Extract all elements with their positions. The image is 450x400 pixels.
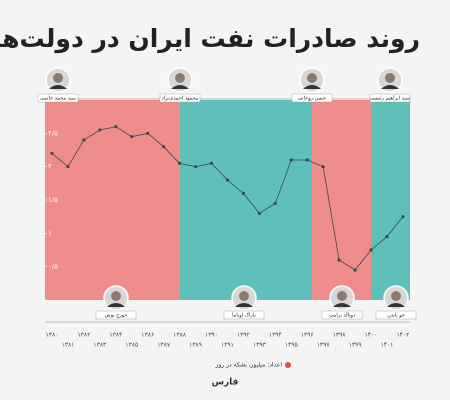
portrait-head: [337, 291, 347, 301]
person-name: سید ابراهیم رئیسی: [370, 96, 410, 102]
x-tick-label: ۱۳۹۱: [221, 342, 234, 349]
source-logo: فارس: [212, 378, 239, 388]
name-tag: [223, 310, 265, 320]
data-point: [130, 135, 134, 139]
data-point: [241, 191, 245, 195]
data-point: [401, 215, 405, 219]
portrait-head: [385, 73, 395, 83]
x-tick-label: ۱۳۹۸: [333, 332, 347, 339]
portrait-body: [303, 85, 321, 89]
portrait-body: [171, 85, 189, 89]
x-tick-label: ۱۳۹۳: [253, 342, 267, 349]
data-point: [193, 165, 198, 169]
x-tick-label: ۱۳۸۴: [109, 332, 122, 339]
person-name: جورج بوش: [105, 313, 128, 319]
data-point: [162, 145, 166, 149]
legend-icon: [285, 362, 291, 368]
portrait-head: [111, 291, 121, 301]
portrait-head: [391, 291, 401, 301]
y-tick-label: ۱/۵: [48, 196, 58, 204]
x-tick-label: ۱۳۸۵: [125, 342, 138, 349]
data-point: [225, 178, 230, 182]
x-tick-label: ۱۴۰۲: [396, 332, 409, 339]
person-name: جو بایدن: [387, 313, 405, 319]
name-tag: [95, 310, 137, 320]
x-tick-label: ۱۳۸۶: [141, 332, 154, 339]
x-tick-label: ۱۳۹۹: [349, 342, 362, 349]
portrait-body: [107, 303, 125, 307]
x-tick-label: ۱۳۸۰: [46, 332, 59, 339]
portrait-body: [333, 303, 351, 307]
x-tick-label: ۱۳۹۴: [269, 332, 282, 339]
person-name: دونالد ترامپ: [329, 313, 355, 319]
portrait-head: [175, 73, 185, 83]
data-point: [146, 131, 150, 135]
x-tick-label: ۱۳۹۵: [285, 342, 298, 349]
x-tick-label: ۱۳۸۱: [62, 342, 75, 349]
y-tick-label: ۲: [48, 163, 52, 171]
y-tick-label: ۱: [48, 229, 52, 237]
data-point: [353, 268, 357, 272]
data-point: [50, 151, 54, 155]
title: روند صادرات نفت ایران در دولت‌ها: [0, 24, 420, 54]
portrait-head: [53, 73, 63, 83]
data-point: [305, 158, 309, 162]
data-point: [273, 201, 277, 205]
x-tick-label: ۱۴۰۰: [365, 332, 378, 339]
data-point: [321, 165, 325, 169]
x-tick-label: ۱۳۸۷: [157, 342, 171, 349]
person-name: محمود احمدی‌نژاد: [162, 96, 199, 102]
x-tick-label: ۱۳۹۷: [317, 342, 331, 349]
portrait-head: [307, 73, 317, 83]
person-name: باراک اوباما: [232, 312, 256, 319]
name-tag: [375, 310, 417, 320]
data-point: [82, 138, 86, 142]
data-point: [369, 248, 373, 252]
x-tick-label: ۱۳۹۰: [205, 332, 218, 339]
x-tick-label: ۱۳۹۲: [237, 332, 250, 339]
x-tick-label: ۱۳۸۳: [93, 342, 107, 349]
name-tag: [369, 93, 411, 103]
name-tag: [159, 93, 201, 103]
person-name: حسن روحانی: [298, 96, 326, 102]
portrait-body: [49, 85, 67, 89]
data-point: [178, 161, 182, 165]
data-point: [337, 258, 341, 262]
x-tick-label: ۱۳۹۶: [301, 332, 314, 339]
period-band: [311, 100, 371, 300]
data-point: [209, 161, 214, 165]
unit-note: اعداد: میلیون بشکه در روز: [214, 362, 282, 369]
period-band: [179, 100, 312, 300]
y-tick-label: ۰/۵: [48, 263, 58, 271]
x-tick-label: ۱۳۸۲: [77, 332, 90, 339]
data-point: [289, 158, 293, 162]
portrait-body: [381, 85, 399, 89]
portrait-body: [387, 303, 405, 307]
period-band: [371, 100, 410, 300]
period-band: [45, 100, 180, 300]
x-tick-label: ۱۴۰۱: [381, 342, 394, 349]
x-tick-label: ۱۳۸۹: [189, 342, 202, 349]
y-tick-label: ۲/۵: [48, 129, 58, 137]
data-point: [385, 235, 389, 239]
portrait-head: [239, 291, 249, 301]
y-tick-label: ۰: [48, 296, 52, 304]
person-name: سید محمد خاتمی: [40, 96, 76, 102]
name-tag: [321, 310, 363, 320]
name-tag: [37, 93, 79, 103]
data-point: [257, 211, 261, 215]
x-tick-label: ۱۳۸۸: [173, 332, 187, 339]
portrait-body: [235, 303, 253, 307]
data-point: [114, 125, 118, 129]
data-point: [66, 165, 70, 169]
data-point: [98, 128, 102, 132]
name-tag: [291, 93, 333, 103]
